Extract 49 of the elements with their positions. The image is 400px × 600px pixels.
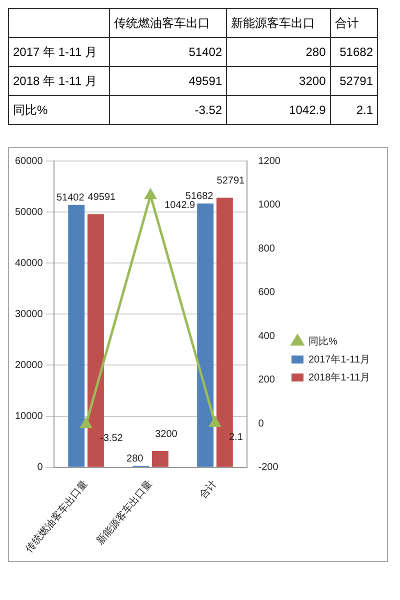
x-tick-label: 传统燃油客车出口量 (23, 478, 90, 555)
data-label: 49591 (88, 192, 116, 203)
text: 3200 (226, 66, 330, 96)
bar (152, 451, 168, 467)
y-tick-label: 50000 (14, 206, 44, 218)
y-tick-label: 40000 (14, 258, 44, 269)
point (209, 416, 221, 427)
point (144, 189, 156, 200)
text: -3.52 (110, 96, 227, 124)
data-label: 3200 (155, 428, 178, 440)
y-tick-label: 0 (37, 462, 44, 474)
data-label: 52791 (216, 176, 246, 187)
y2-tick-label: 200 (258, 374, 276, 386)
bar (197, 203, 214, 467)
data-label: 1042.9 (164, 200, 196, 212)
bar (68, 204, 85, 467)
y2-tick-label: 600 (258, 287, 276, 298)
text: 传统燃油客车出口 (110, 8, 227, 38)
y-tick-label: 10000 (14, 411, 44, 422)
text: 51402 (110, 38, 227, 66)
text: 合计 (330, 8, 378, 38)
text: 49591 (110, 66, 227, 96)
y2-tick-label: 800 (258, 243, 276, 254)
data-label: 51682 (185, 191, 214, 202)
legend-label: 2017年1-11月 (308, 353, 370, 366)
data-label: 280 (126, 454, 144, 465)
y-tick-label: 30000 (14, 308, 44, 320)
y-tick-label: 60000 (14, 156, 44, 167)
y2-tick-label: 400 (258, 330, 276, 342)
point (80, 418, 92, 428)
y2-tick-label: 0 (258, 418, 264, 430)
legend-label: 2018年1-11月 (308, 371, 370, 384)
text: 2018 年 1-11 月 (8, 66, 110, 96)
text: 51682 (330, 38, 378, 66)
text: 280 (226, 38, 330, 66)
legend-label: 同比% (308, 335, 338, 348)
x-tick-label: 新能源客车出口量 (94, 478, 155, 548)
text: 2.1 (330, 96, 378, 124)
y2-tick-label: 1000 (258, 200, 281, 211)
y2-tick-label: 1200 (258, 156, 281, 167)
x-tick-label: 合计 (197, 478, 220, 502)
text: 2017 年 1-11 月 (8, 38, 110, 66)
text: 52791 (330, 66, 378, 96)
text: 1042.9 (226, 96, 330, 124)
y2-tick-label: -200 (258, 462, 279, 474)
data-label: 51402 (56, 192, 85, 204)
text: 同比% (8, 96, 110, 124)
text: 新能源客车出口 (226, 8, 330, 38)
y-tick-label: 20000 (14, 360, 44, 371)
